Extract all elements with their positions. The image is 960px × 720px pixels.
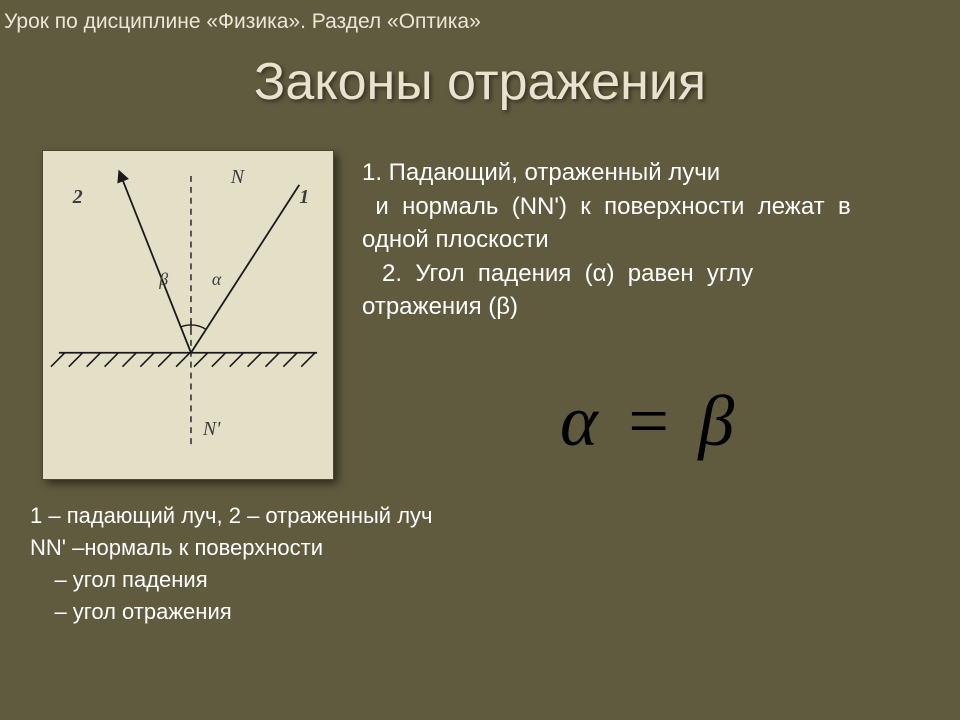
formula-alpha-eq-beta: α = β — [560, 380, 738, 463]
caption-l1: 1 – падающий луч, 2 – отраженный луч — [30, 500, 433, 532]
law-2-line1: 2. Угол падения (α) равен углу — [362, 257, 942, 291]
laws-text: 1. Падающий, отраженный лучи и нормаль (… — [362, 156, 942, 324]
page-title: Законы отражения — [0, 52, 960, 112]
caption-l2: NN' –нормаль к поверхности — [30, 532, 433, 564]
lesson-header: Урок по дисциплине «Физика». Раздел «Опт… — [4, 10, 481, 34]
law-1-line1: 1. Падающий, отраженный лучи — [362, 156, 942, 190]
svg-text:N': N' — [202, 418, 221, 440]
caption-l4: – угол отражения — [30, 596, 433, 628]
law-1-line3: одной плоскости — [362, 223, 942, 257]
svg-text:N: N — [230, 166, 246, 188]
law-1-line2: и нормаль (NN') к поверхности лежат в — [362, 190, 942, 224]
svg-text:α: α — [212, 269, 222, 289]
svg-text:1: 1 — [299, 186, 309, 208]
svg-text:β: β — [158, 269, 168, 289]
diagram-caption: 1 – падающий луч, 2 – отраженный луч NN'… — [30, 500, 433, 628]
caption-l3: – угол падения — [30, 564, 433, 596]
diagram-svg: α β 1 2 N N' — [43, 151, 333, 479]
reflection-diagram: α β 1 2 N N' — [42, 150, 334, 480]
svg-text:2: 2 — [72, 186, 83, 208]
law-2-line2: отражения (β) — [362, 290, 942, 324]
